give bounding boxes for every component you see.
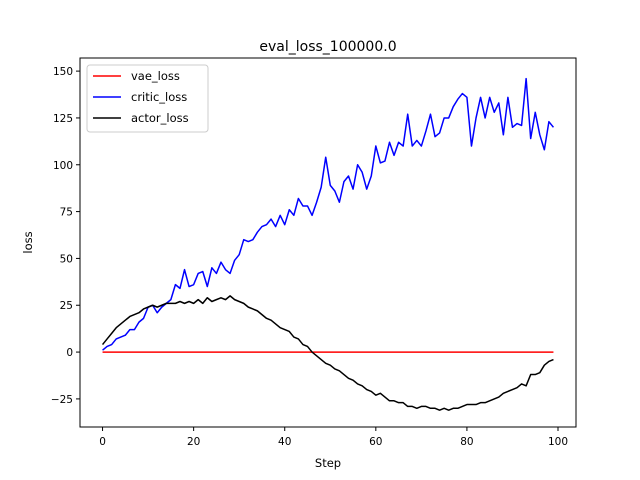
x-tick-label: 60 <box>369 436 382 448</box>
x-tick-label: 80 <box>460 436 473 448</box>
y-axis-label: loss <box>21 231 35 253</box>
chart-title: eval_loss_100000.0 <box>259 39 396 55</box>
x-tick-label: 40 <box>278 436 291 448</box>
series-line-critic-loss <box>102 77 555 351</box>
y-tick-label: 50 <box>60 253 73 265</box>
legend-label-critic-loss: critic_loss <box>131 90 187 104</box>
x-tick-label: 0 <box>99 436 106 448</box>
series-line-actor-loss <box>101 295 554 411</box>
x-tick-label: 100 <box>548 436 568 448</box>
y-tick-label: 150 <box>53 66 73 78</box>
y-tick-label: 25 <box>60 300 73 312</box>
y-tick-label: 125 <box>53 113 73 125</box>
y-tick-label: 75 <box>60 207 73 219</box>
y-tick-label: −25 <box>51 394 73 406</box>
legend: vae_loss critic_loss actor_loss <box>86 64 209 133</box>
axes-frame <box>79 57 577 428</box>
y-tick-label: 100 <box>53 160 73 172</box>
y-axis-ticks: −25 0 25 50 75 100 125 150 <box>51 66 80 406</box>
plot-area <box>101 77 555 411</box>
x-axis-ticks: 0 20 40 60 80 100 <box>99 427 568 448</box>
x-axis-label: Step <box>315 456 341 470</box>
y-tick-label: 0 <box>66 347 73 359</box>
legend-label-vae-loss: vae_loss <box>131 69 180 83</box>
x-tick-label: 20 <box>187 436 200 448</box>
legend-box <box>86 64 209 133</box>
legend-label-actor-loss: actor_loss <box>131 111 189 125</box>
